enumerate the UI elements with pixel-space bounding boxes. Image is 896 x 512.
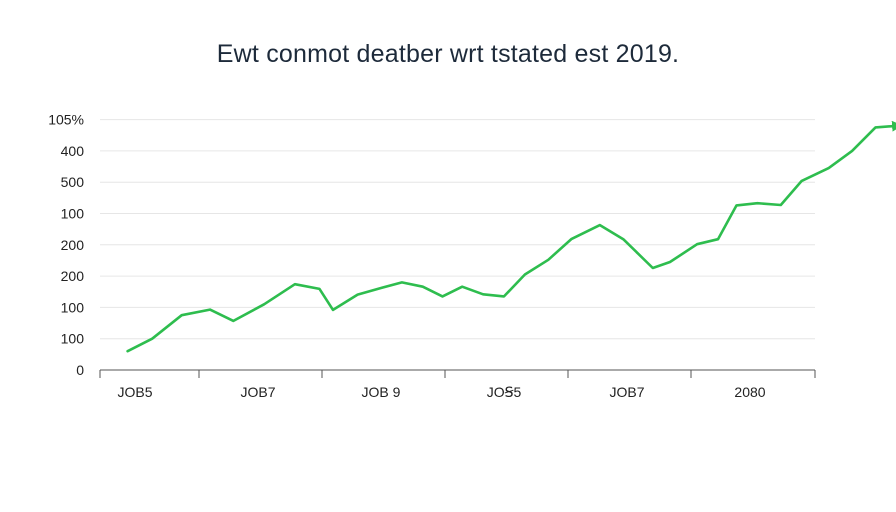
y-tick-label: 500: [61, 174, 85, 190]
x-tick-label: JOB7: [240, 384, 275, 400]
x-tick-label: 2080: [734, 384, 765, 400]
y-tick-label: 200: [61, 268, 85, 284]
y-tick-label: 200: [61, 237, 85, 253]
y-tick-label: 0: [76, 362, 84, 378]
y-tick-label: 100: [61, 299, 85, 315]
x-tick-label: JOꞨ5: [487, 384, 522, 400]
y-tick-label: 105%: [48, 112, 84, 128]
y-tick-label: 100: [61, 206, 85, 222]
y-tick-label: 400: [61, 143, 85, 159]
x-tick-labels: JOB5 JOB7 JOB 9 JOꞨ5 JOB7 2080: [117, 384, 765, 400]
y-tick-label: 100: [61, 331, 85, 347]
grid-lines: [100, 119, 815, 340]
x-tick-label: JOB7: [609, 384, 644, 400]
x-tick-label: JOB5: [117, 384, 152, 400]
chart-title: Ewt conmot deatber wrt tstated est 2019.: [216, 40, 680, 68]
axes: [99, 369, 816, 378]
y-tick-labels: 0 100 100 200 200 100 500 400 105%: [48, 112, 84, 378]
series-layer: [126, 120, 896, 353]
series-line: [126, 120, 896, 353]
x-tick-label: JOB 9: [362, 384, 401, 400]
